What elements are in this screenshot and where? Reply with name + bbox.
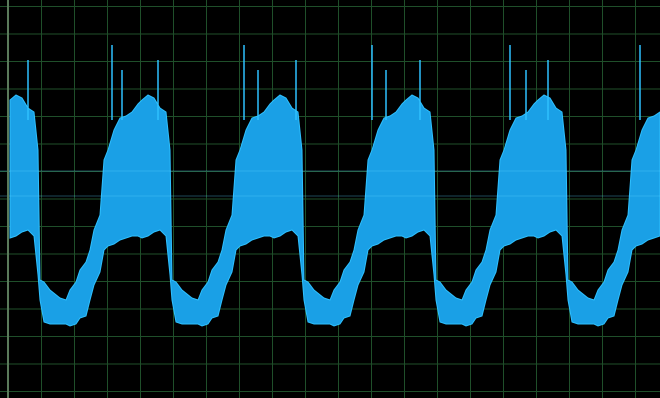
signal-trace [0, 45, 660, 327]
waveform-envelope [9, 94, 660, 327]
